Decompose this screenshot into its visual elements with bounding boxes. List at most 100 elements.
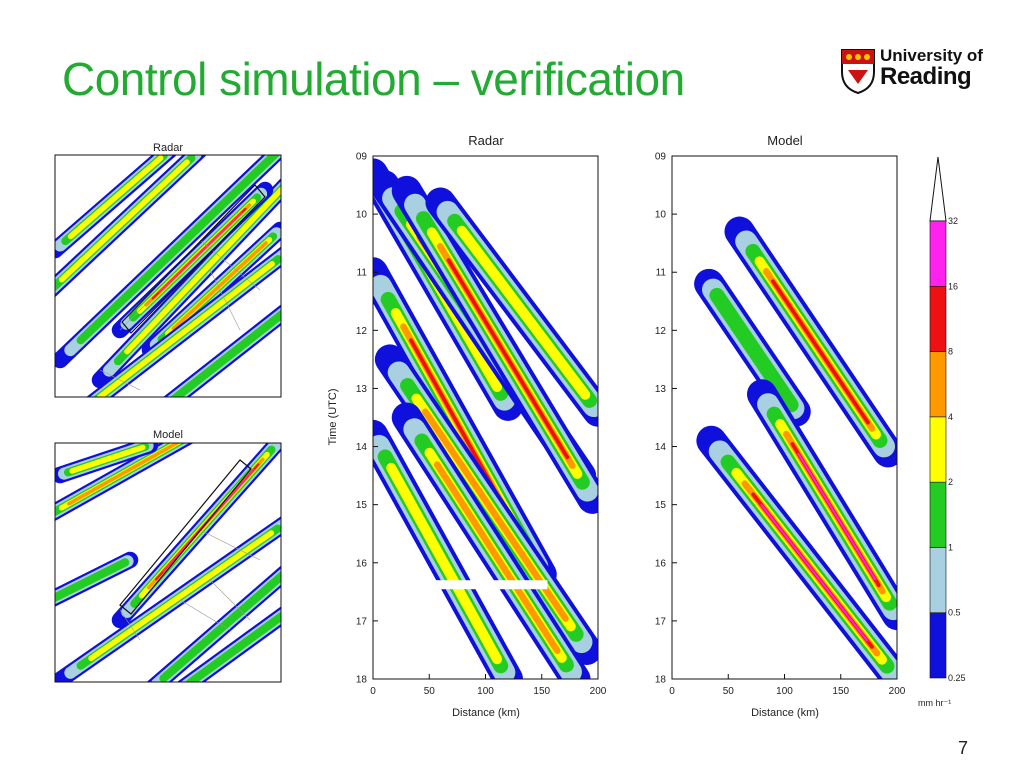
map-radar-band-5-level-4: [171, 241, 268, 331]
map-model-band-2: [55, 443, 194, 522]
hov-model-xtick-label: 200: [889, 686, 906, 697]
map-radar-band-6: [55, 155, 177, 259]
map-radar-band-3: [91, 177, 281, 389]
map-model-band-7: [55, 443, 159, 484]
colorbar-extension-arrow: [929, 156, 947, 222]
hov-radar-band-6: [374, 344, 598, 665]
hov-radar-ytick-label: 17: [356, 616, 368, 627]
hov-radar-xlabel: Distance (km): [452, 707, 520, 719]
colorbar-swatch: [929, 220, 947, 287]
colorbar-level-label: 8: [948, 347, 953, 357]
map-radar: [55, 155, 281, 397]
hov-model-xtick-label: 150: [832, 686, 849, 697]
hov-model-band-3-level-6: [797, 452, 877, 581]
hov-radar-band-8-level-3: [386, 462, 503, 665]
hov-model-band-2-level-2: [709, 287, 799, 413]
map-model: [55, 443, 281, 682]
colorbar-level-label: 1: [948, 542, 953, 552]
hov-radar-band-3-level-5: [446, 258, 570, 460]
logo-line-2: Reading: [880, 63, 972, 90]
hov-model-ytick-label: 12: [655, 326, 667, 337]
hov-radar-band-4: [425, 187, 598, 427]
hov-model-ytick-label: 14: [655, 442, 667, 453]
colorbar-level-label: 0.5: [948, 608, 961, 618]
map-radar-band-8-level-2: [169, 309, 281, 397]
hov-model-xtick-label: 50: [723, 686, 735, 697]
hov-model-ytick-label: 11: [656, 268, 667, 279]
map-radar-title: Radar: [153, 142, 183, 154]
colorbar-swatch: [929, 547, 947, 614]
hov-radar-xtick-label: 200: [590, 686, 607, 697]
hov-radar-ytick-label: 13: [356, 384, 368, 395]
map-radar-band-2-level-2: [76, 155, 281, 345]
hov-model-xlabel: Distance (km): [751, 707, 819, 719]
hov-radar-plot: [373, 158, 598, 679]
hov-model-band-4-level-6: [760, 504, 868, 642]
map-radar-band-6-level-3: [67, 155, 164, 240]
hov-radar-ytick-label: 09: [356, 152, 368, 163]
hov-model-xtick-label: 100: [776, 686, 793, 697]
hov-radar-ytick-label: 15: [356, 500, 368, 511]
hov-radar-ytick-label: 18: [356, 675, 368, 686]
colorbar-unit: mm hr⁻¹: [918, 698, 951, 708]
missing-data-gap: [418, 580, 548, 590]
hov-model-ytick-label: 10: [655, 210, 667, 221]
hov-model-ytick-label: 13: [655, 384, 667, 395]
hov-radar-ytick-label: 11: [357, 268, 368, 279]
hov-radar-ytick-label: 12: [356, 326, 368, 337]
hov-radar-band-7: [391, 402, 591, 679]
map-model-band-2-level-4: [67, 443, 181, 506]
hov-radar-xtick-label: 50: [424, 686, 436, 697]
map-model-band-4-level-2: [159, 571, 281, 682]
hov-model-band-3: [747, 379, 897, 631]
map-radar-band-3-level-3: [124, 185, 281, 355]
map-radar-band-4: [111, 181, 274, 339]
colorbar-swatch: [929, 351, 947, 418]
hov-model-ytick-label: 15: [655, 500, 667, 511]
hov-model-band-1: [724, 216, 897, 468]
map-model-band-4: [146, 565, 281, 682]
hov-radar-band-3: [391, 175, 598, 514]
map-radar-band-8: [163, 304, 281, 397]
hov-radar-xtick-label: 0: [370, 686, 376, 697]
crest-icon: [841, 49, 875, 94]
map-radar-band-4-level-6: [158, 212, 243, 293]
hov-model-xtick-label: 0: [669, 686, 675, 697]
hov-radar-band-7-level-4: [433, 461, 561, 655]
map-radar-band-1-level-3: [58, 159, 190, 283]
hov-model-ytick-label: 16: [655, 558, 667, 569]
map-radar-band-2: [55, 155, 281, 369]
hov-model-band-4: [696, 425, 897, 679]
map-radar-box: [121, 184, 266, 334]
map-model-band-6: [176, 606, 281, 682]
map-model-band-5-level-2: [55, 558, 130, 603]
hov-radar-title: Radar: [468, 133, 504, 148]
colorbar: 0.25 0.5 1 2 4 8 16 32 mm hr⁻¹: [918, 156, 966, 708]
hov-model-band-2: [694, 268, 811, 427]
hov-model-title: Model: [767, 133, 803, 148]
colorbar-swatch: [929, 285, 947, 352]
hov-model-ytick-label: 09: [655, 152, 667, 163]
slide-title: Control simulation – verification: [62, 53, 685, 105]
hov-model-ytick-label: 17: [655, 616, 667, 627]
hov-radar-ytick-label: 16: [356, 558, 368, 569]
logo-line-1: University of: [880, 46, 983, 65]
hov-radar-ytick-label: 10: [356, 210, 368, 221]
map-model-band-7-level-3: [69, 444, 146, 474]
hov-radar-ytick-label: 14: [356, 442, 368, 453]
hov-ylabel: Time (UTC): [327, 388, 339, 445]
map-model-band-3-level-3: [88, 530, 275, 662]
colorbar-swatch: [929, 481, 947, 548]
map-radar-band-1: [55, 155, 207, 298]
map-radar-band-5: [141, 221, 281, 359]
hov-radar-band-8: [373, 419, 523, 679]
colorbar-level-label: 2: [948, 477, 953, 487]
map-model-band-3: [55, 516, 281, 682]
colorbar-level-label: 4: [948, 412, 953, 422]
hov-model-plot: [694, 216, 897, 679]
map-radar-band-7-level-3: [96, 261, 275, 397]
colorbar-level-label: 32: [948, 216, 958, 226]
university-logo: University of Reading: [840, 44, 983, 94]
hov-radar-xtick-label: 100: [477, 686, 494, 697]
map-model-band-6-level-2: [185, 611, 281, 682]
